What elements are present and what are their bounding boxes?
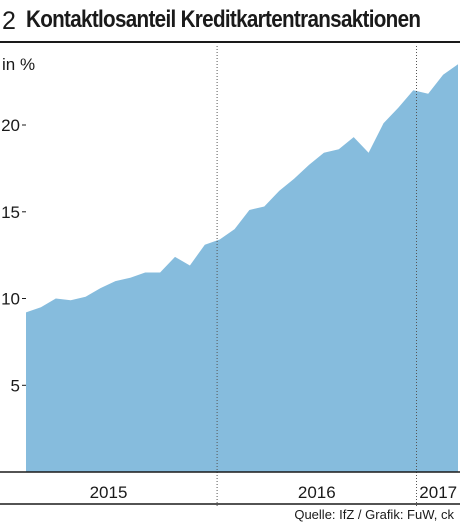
y-axis-label: in % xyxy=(2,55,35,74)
x-period-label-2015: 2015 xyxy=(90,483,128,502)
y-tick-label-5: 5 xyxy=(11,376,20,395)
source-note: Quelle: IfZ / Grafik: FuW, ck xyxy=(294,507,454,522)
x-period-label-2017: 2017 xyxy=(419,483,457,502)
y-tick-label-10: 10 xyxy=(1,290,20,309)
series-area xyxy=(26,64,458,473)
title-row: 2 Kontaktlosanteil Kreditkartentransakti… xyxy=(0,0,460,44)
chart-number: 2 xyxy=(2,7,16,35)
x-period-label-2016: 2016 xyxy=(298,483,336,502)
chart-title: Kontaktlosanteil Kreditkartentransaktion… xyxy=(26,6,421,33)
y-tick-label-20: 20 xyxy=(1,116,20,135)
y-tick-label-15: 15 xyxy=(1,203,20,222)
title-rule xyxy=(0,41,460,43)
